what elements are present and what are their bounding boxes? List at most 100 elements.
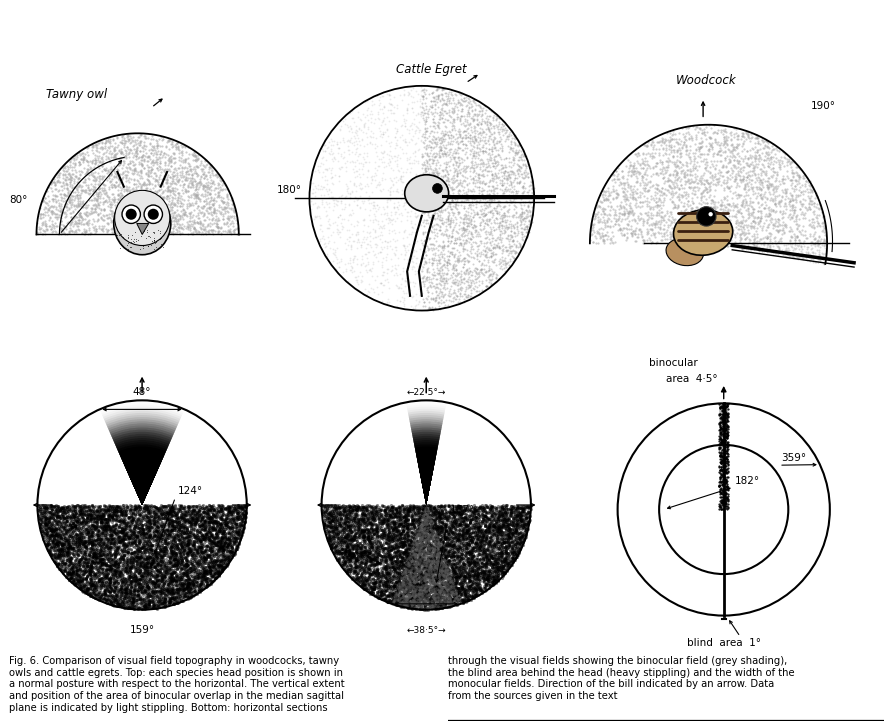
Point: [412, 559, 426, 571]
Point: [148, 156, 163, 167]
Point: [460, 502, 474, 514]
Point: [430, 581, 444, 593]
Point: [30, 505, 44, 516]
Point: [66, 534, 80, 546]
Point: [432, 520, 447, 531]
Point: [460, 172, 474, 183]
Point: [155, 572, 169, 584]
Point: [506, 523, 520, 534]
Point: [374, 529, 388, 540]
Point: [471, 249, 485, 261]
Point: [137, 560, 151, 572]
Point: [150, 554, 164, 566]
Point: [165, 551, 179, 563]
Point: [206, 175, 220, 186]
Point: [393, 592, 408, 603]
Point: [129, 165, 143, 177]
Point: [413, 588, 427, 600]
Point: [398, 571, 412, 583]
Point: [207, 568, 221, 579]
Point: [345, 551, 359, 563]
Point: [391, 598, 405, 610]
Point: [87, 562, 101, 573]
Point: [112, 594, 126, 605]
Point: [179, 526, 194, 538]
Point: [637, 168, 651, 180]
Point: [363, 546, 377, 558]
Point: [150, 574, 164, 586]
Point: [158, 185, 172, 196]
Point: [356, 552, 370, 563]
Point: [679, 144, 694, 156]
Point: [66, 225, 80, 236]
Point: [157, 597, 171, 608]
Point: [440, 594, 455, 606]
Point: [431, 130, 445, 142]
Point: [97, 569, 111, 581]
Point: [484, 502, 498, 514]
Point: [202, 505, 217, 516]
Point: [148, 550, 163, 562]
Point: [122, 543, 136, 555]
Point: [348, 148, 362, 160]
Point: [493, 242, 507, 254]
Point: [101, 586, 115, 597]
Point: [429, 566, 443, 578]
Point: [155, 187, 170, 199]
Point: [399, 249, 413, 261]
Point: [407, 570, 421, 581]
Point: [443, 218, 457, 230]
Point: [440, 599, 455, 610]
Point: [638, 180, 652, 191]
Point: [367, 544, 381, 556]
Point: [430, 597, 444, 609]
Point: [203, 539, 218, 550]
Point: [99, 513, 113, 524]
Point: [513, 536, 527, 547]
Point: [343, 137, 357, 149]
Point: [414, 566, 428, 578]
Point: [116, 590, 131, 602]
Point: [388, 578, 402, 589]
Point: [445, 503, 459, 515]
Point: [144, 213, 158, 225]
Point: [440, 206, 455, 218]
Point: [482, 570, 496, 581]
Point: [505, 181, 519, 193]
Point: [170, 561, 185, 573]
Point: [351, 132, 365, 144]
Point: [507, 136, 521, 147]
Point: [413, 556, 427, 568]
Point: [492, 523, 506, 535]
Point: [79, 536, 93, 547]
Point: [234, 500, 249, 511]
Point: [332, 226, 346, 238]
Point: [398, 580, 412, 592]
Point: [503, 230, 517, 241]
Point: [741, 170, 755, 181]
Point: [95, 526, 109, 538]
Point: [99, 135, 113, 146]
Point: [380, 583, 394, 594]
Point: [137, 600, 151, 612]
Point: [701, 165, 715, 176]
Point: [108, 540, 123, 552]
Point: [418, 515, 432, 526]
Point: [74, 210, 88, 222]
Point: [177, 510, 191, 521]
Point: [448, 529, 462, 540]
Point: [731, 161, 745, 173]
Point: [416, 521, 430, 533]
Point: [328, 542, 342, 553]
Point: [448, 256, 463, 268]
Point: [448, 270, 463, 282]
Point: [732, 216, 746, 228]
Point: [480, 574, 495, 586]
Point: [481, 256, 496, 268]
Point: [419, 518, 433, 529]
Point: [456, 522, 471, 534]
Point: [448, 571, 463, 583]
Point: [434, 534, 448, 545]
Point: [739, 197, 753, 209]
Point: [496, 227, 510, 239]
